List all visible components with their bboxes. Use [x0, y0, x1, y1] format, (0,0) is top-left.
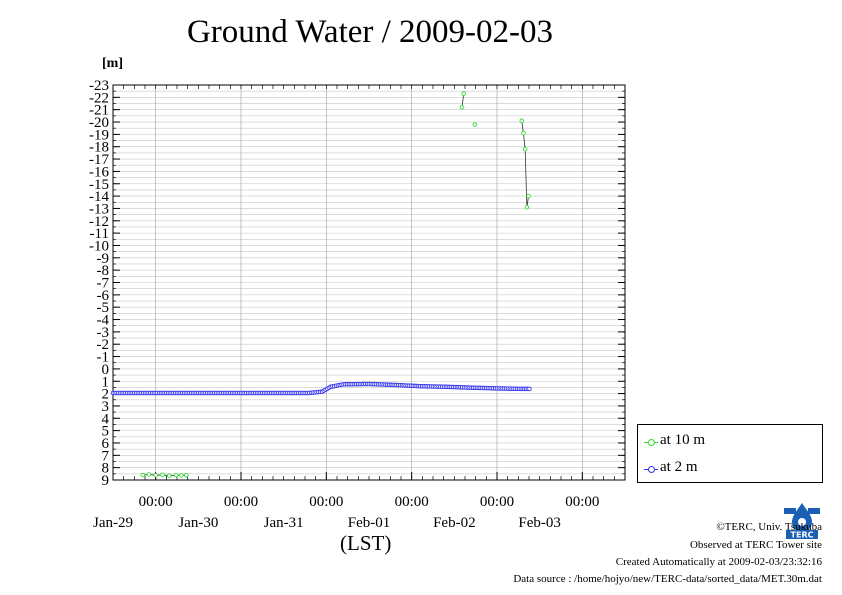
data-point [519, 118, 524, 124]
footer-created: Created Automatically at 2009-02-03/23:3… [615, 556, 822, 568]
x-date-label: Feb-03 [518, 515, 561, 531]
y-tick-label: -10 [89, 238, 109, 254]
x-tick-label: 00:00 [395, 494, 429, 510]
y-tick-label: 6 [102, 436, 110, 452]
x-date-label: Jan-29 [93, 515, 133, 531]
footer-observed: Observed at TERC Tower site [689, 539, 822, 551]
legend-marker-icon [648, 439, 655, 446]
y-tick-label: -14 [89, 189, 109, 205]
data-point [461, 91, 466, 96]
y-tick-label: 8 [102, 461, 110, 477]
y-tick-label: 0 [102, 362, 110, 378]
x-date-label: Feb-02 [433, 515, 476, 531]
logo-text: TERC [791, 531, 814, 540]
y-tick-label: 7 [102, 448, 110, 464]
y-tick-label: -13 [89, 201, 109, 217]
data-point [524, 204, 530, 210]
y-tick-label: -4 [97, 313, 110, 329]
legend-marker-icon [648, 466, 655, 473]
terc-logo-icon: TERC [782, 500, 822, 540]
x-tick-label: 00:00 [565, 494, 599, 510]
legend-item-10m: at 10 m [638, 431, 822, 451]
y-tick-label: -16 [89, 164, 109, 180]
x-tick-label: 00:00 [224, 494, 258, 510]
y-tick-label: -20 [89, 115, 109, 131]
data-point [179, 473, 184, 478]
y-tick-label: -9 [97, 251, 110, 267]
legend-label: at 2 m [660, 459, 698, 475]
data-point [167, 473, 172, 478]
data-point [459, 104, 465, 110]
y-tick-label: -3 [97, 325, 110, 341]
y-tick-label: -1 [97, 350, 110, 366]
y-tick-label: 5 [102, 424, 110, 440]
y-tick-label: -19 [89, 127, 109, 143]
y-tick-label: -2 [97, 337, 110, 353]
y-tick-label: -18 [89, 140, 109, 156]
series-line [461, 93, 465, 108]
data-point [522, 146, 528, 152]
y-tick-label: 9 [102, 473, 110, 489]
y-tick-label: -23 [89, 78, 109, 94]
y-tick-label: 1 [102, 374, 110, 390]
y-tick-label: -7 [97, 276, 110, 292]
data-point [184, 472, 189, 478]
x-tick-label: 00:00 [480, 494, 514, 510]
data-point [160, 472, 165, 478]
chart-title: Ground Water / 2009-02-03 [186, 14, 554, 50]
y-tick-label: -5 [97, 300, 110, 316]
legend-label: at 10 m [660, 432, 705, 448]
y-tick-label: 3 [102, 399, 110, 415]
data-point [173, 472, 179, 478]
footer-source: Data source : /home/hojyo/new/TERC-data/… [513, 573, 822, 585]
data-point [146, 472, 152, 477]
x-date-label: Feb-01 [348, 515, 391, 531]
y-tick-label: -6 [97, 288, 110, 304]
data-point [140, 472, 146, 478]
legend-item-2m: at 2 m [638, 458, 822, 478]
y-axis-unit-label: [m] [102, 56, 123, 71]
x-tick-label: 00:00 [309, 494, 343, 510]
x-date-label: Jan-30 [178, 515, 218, 531]
chart-legend: at 10 m at 2 m [637, 424, 823, 483]
data-point [472, 122, 478, 127]
y-tick-label: 4 [102, 411, 110, 427]
x-axis-caption: (LST) [340, 531, 392, 555]
footer-copyright: ©TERC, Univ. Tsukuba [716, 521, 822, 533]
x-date-label: Jan-31 [264, 515, 304, 531]
data-point [526, 193, 531, 199]
y-tick-label: -11 [90, 226, 109, 242]
y-tick-label: -8 [97, 263, 110, 279]
y-tick-label: -15 [89, 177, 109, 193]
y-tick-label: 2 [102, 387, 110, 403]
y-tick-label: -12 [89, 214, 109, 230]
x-tick-label: 00:00 [139, 494, 173, 510]
y-tick-label: -22 [89, 90, 109, 106]
y-tick-label: -21 [89, 103, 109, 119]
y-tick-label: -17 [89, 152, 109, 168]
data-point [521, 130, 526, 136]
data-point [153, 473, 158, 478]
data-point [527, 386, 532, 392]
